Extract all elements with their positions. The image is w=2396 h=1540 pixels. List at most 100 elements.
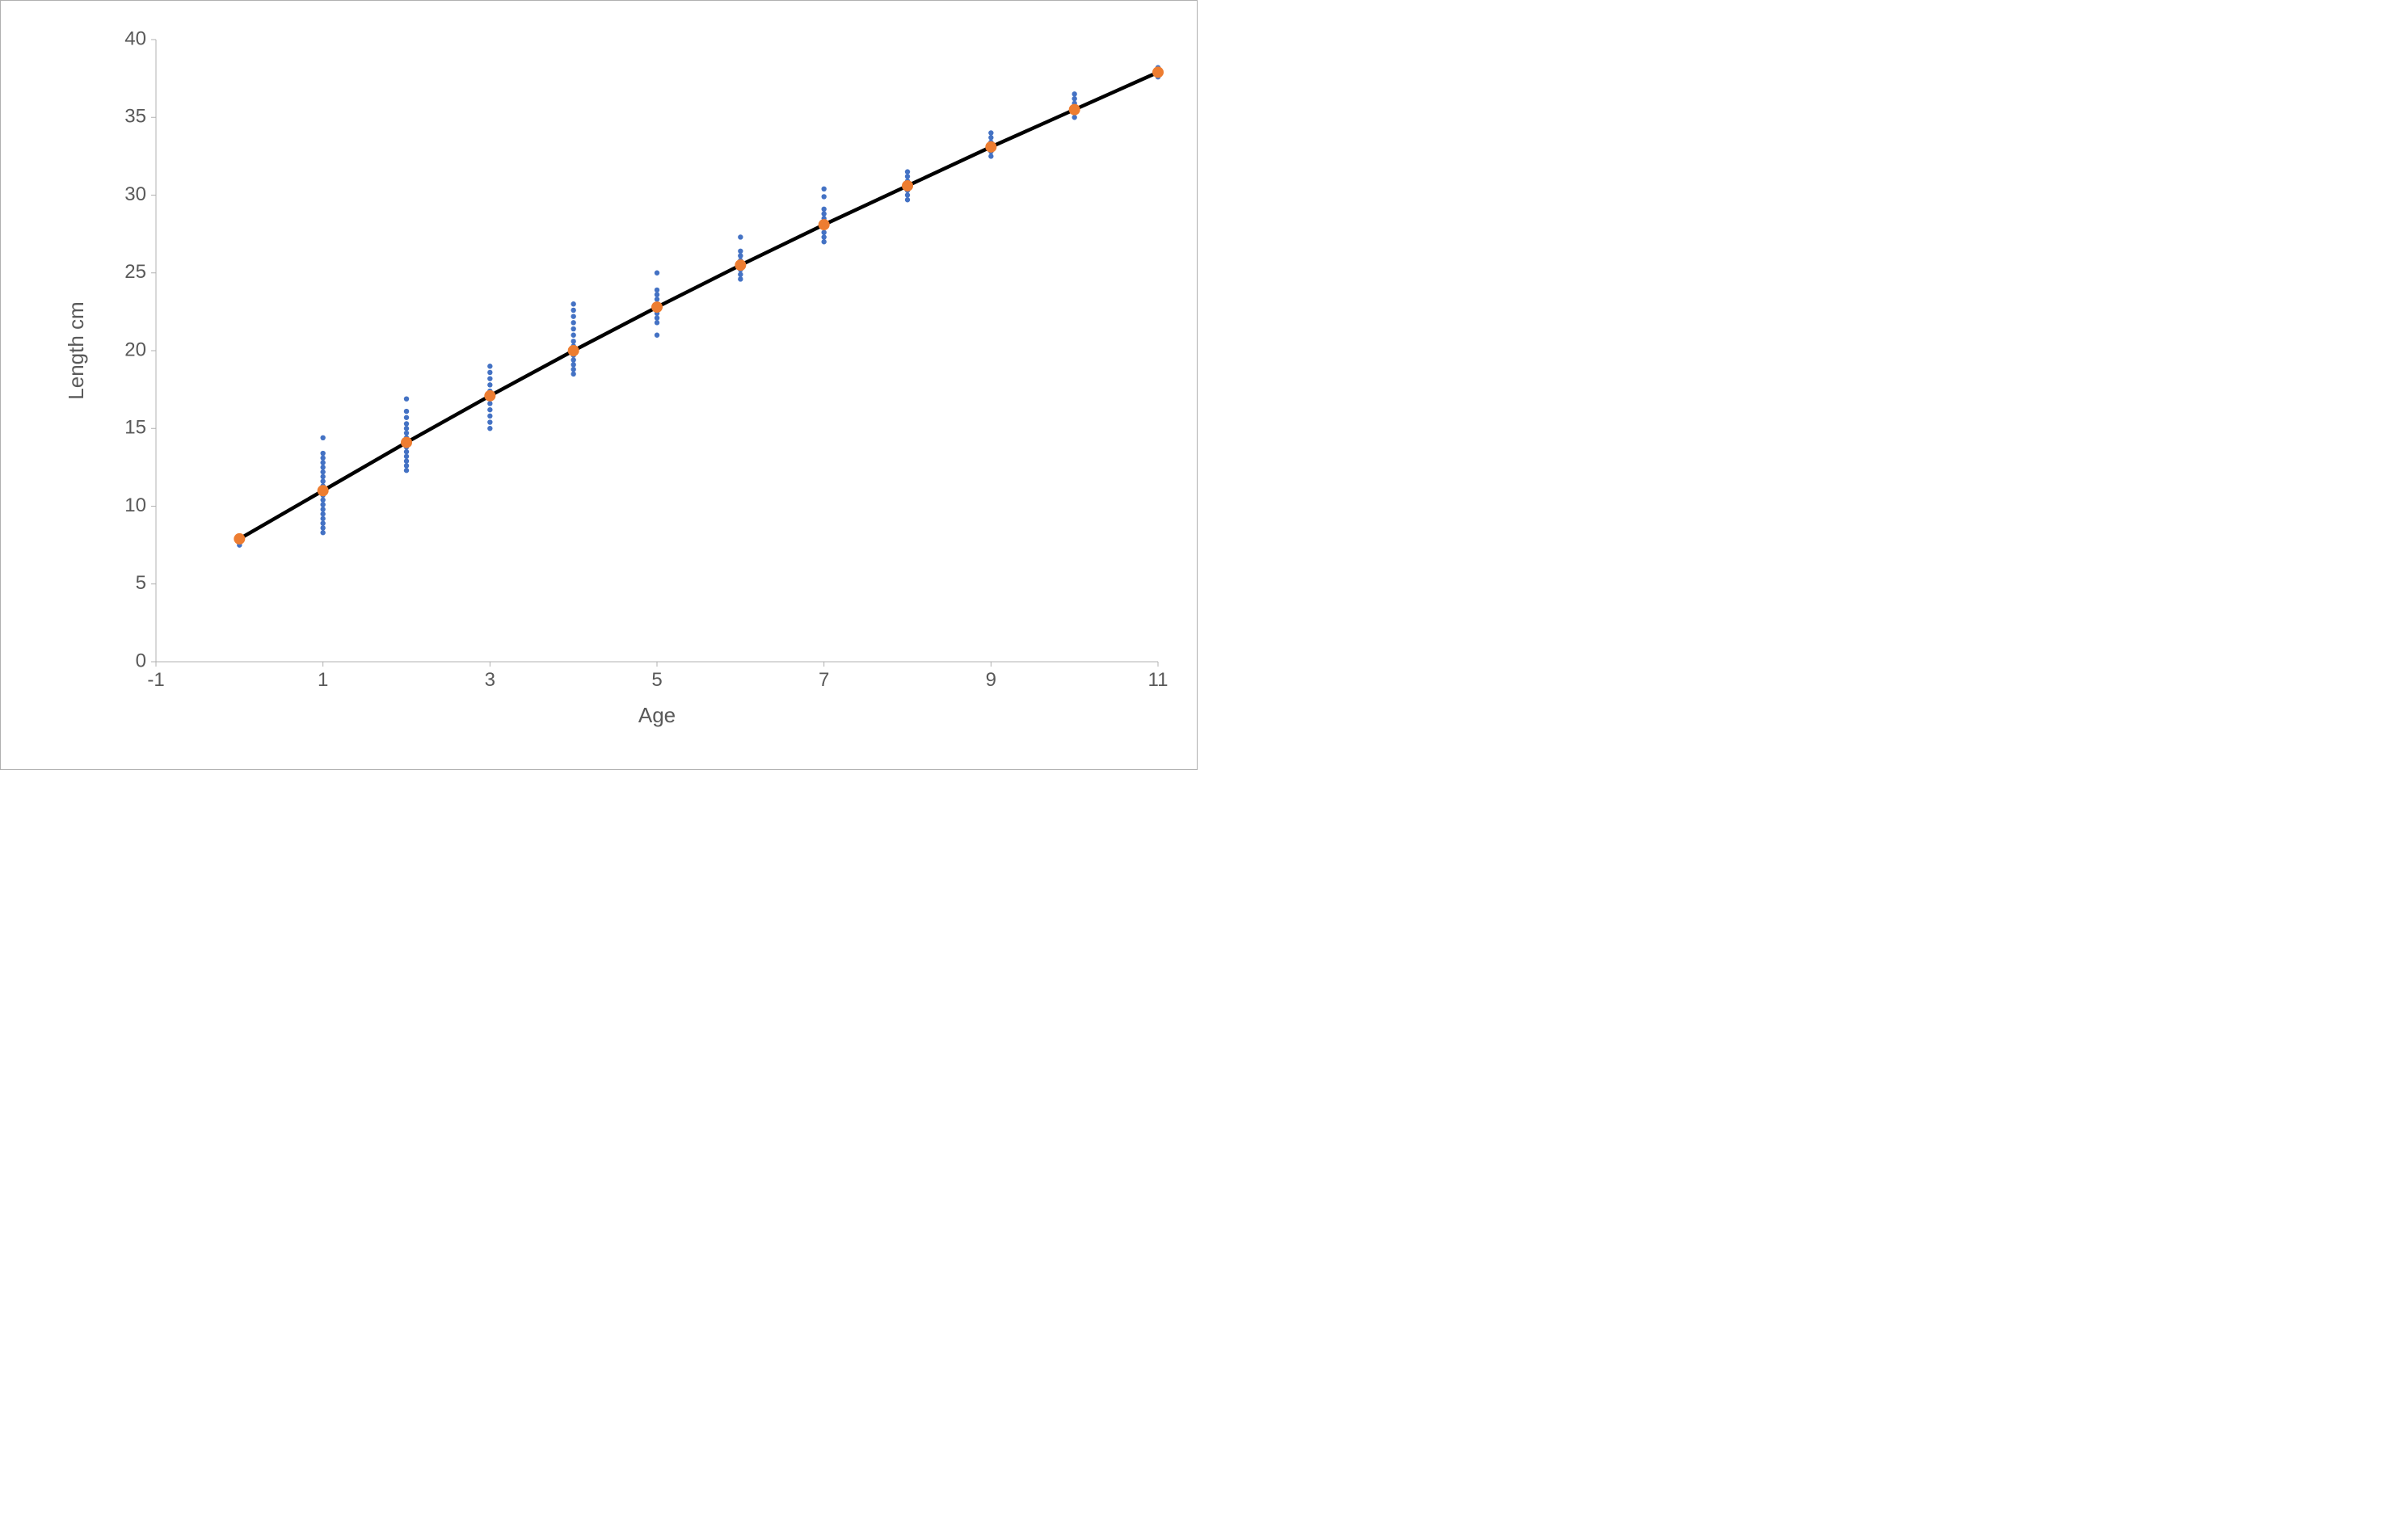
x-tick-label: 5	[651, 669, 662, 691]
scatter-point	[404, 431, 409, 435]
scatter-point	[404, 415, 409, 420]
scatter-point	[821, 187, 826, 191]
scatter-point	[988, 130, 993, 135]
scatter-point	[320, 525, 325, 530]
scatter-point	[905, 192, 910, 197]
scatter-point	[487, 364, 492, 368]
scatter-point	[487, 419, 492, 424]
scatter-point	[320, 460, 325, 465]
scatter-point	[1072, 115, 1076, 120]
y-tick-label: 30	[124, 183, 146, 205]
scatter-point	[571, 367, 575, 372]
scatter-point	[487, 426, 492, 431]
mean-marker	[1152, 66, 1164, 78]
scatter-point	[571, 326, 575, 331]
scatter-point	[905, 169, 910, 174]
scatter-point	[571, 313, 575, 318]
mean-marker	[234, 533, 245, 545]
mean-marker	[484, 390, 495, 402]
growth-chart: 0510152025303540-11357911AgeLength cm	[19, 15, 1181, 759]
mean-marker	[651, 301, 663, 313]
scatter-point	[320, 479, 325, 484]
scatter-point	[404, 458, 409, 463]
scatter-point	[1072, 96, 1076, 101]
mean-marker	[819, 219, 830, 230]
x-tick-label: -1	[147, 669, 164, 691]
scatter-point	[821, 207, 826, 212]
scatter-point	[320, 498, 325, 503]
x-tick-label: 1	[318, 669, 328, 691]
scatter-point	[487, 382, 492, 387]
scatter-point	[320, 516, 325, 521]
scatter-point	[320, 530, 325, 535]
scatter-point	[320, 474, 325, 479]
scatter-point	[320, 469, 325, 474]
scatter-point	[487, 370, 492, 375]
scatter-point	[1072, 91, 1076, 96]
y-tick-label: 5	[136, 572, 146, 594]
scatter-point	[320, 451, 325, 456]
mean-marker	[401, 437, 412, 448]
scatter-point	[655, 271, 659, 276]
scatter-point	[571, 308, 575, 313]
y-axis-label: Length cm	[64, 301, 88, 399]
y-tick-label: 10	[124, 494, 146, 516]
y-tick-label: 25	[124, 261, 146, 283]
scatter-point	[487, 414, 492, 419]
x-tick-label: 9	[986, 669, 996, 691]
scatter-point	[655, 297, 659, 301]
scatter-point	[404, 426, 409, 431]
scatter-point	[487, 401, 492, 406]
scatter-point	[404, 421, 409, 426]
fit-line	[239, 72, 1158, 539]
scatter-point	[821, 234, 826, 239]
scatter-point	[487, 407, 492, 412]
y-tick-label: 15	[124, 417, 146, 439]
scatter-point	[738, 276, 743, 281]
chart-border: 0510152025303540-11357911AgeLength cm	[0, 0, 1198, 770]
scatter-point	[655, 292, 659, 297]
y-tick-label: 20	[124, 339, 146, 360]
mean-marker	[985, 141, 996, 153]
scatter-point	[404, 463, 409, 468]
scatter-point	[821, 211, 826, 216]
scatter-point	[571, 362, 575, 367]
scatter-point	[571, 301, 575, 306]
scatter-point	[571, 357, 575, 362]
scatter-point	[988, 154, 993, 158]
scatter-point	[404, 409, 409, 414]
scatter-point	[738, 249, 743, 254]
scatter-point	[988, 135, 993, 140]
scatter-point	[821, 194, 826, 199]
y-tick-label: 40	[124, 27, 146, 49]
scatter-point	[655, 333, 659, 338]
scatter-point	[320, 456, 325, 461]
x-tick-label: 3	[485, 669, 495, 691]
scatter-point	[821, 230, 826, 235]
scatter-point	[404, 396, 409, 401]
scatter-point	[404, 468, 409, 473]
scatter-point	[404, 454, 409, 459]
mean-marker	[735, 259, 746, 271]
y-tick-label: 0	[136, 650, 146, 671]
scatter-point	[655, 320, 659, 325]
scatter-point	[320, 511, 325, 516]
scatter-point	[571, 372, 575, 377]
scatter-point	[571, 339, 575, 343]
scatter-point	[821, 239, 826, 244]
scatter-point	[404, 449, 409, 454]
scatter-point	[738, 271, 743, 276]
scatter-point	[487, 376, 492, 381]
mean-marker	[568, 345, 579, 356]
scatter-point	[655, 288, 659, 292]
scatter-point	[738, 253, 743, 258]
mean-marker	[318, 485, 329, 496]
scatter-point	[320, 502, 325, 507]
scatter-point	[320, 465, 325, 469]
mean-marker	[1069, 104, 1080, 116]
scatter-point	[571, 333, 575, 338]
mean-marker	[902, 180, 913, 191]
x-tick-label: 7	[819, 669, 829, 691]
x-axis-label: Age	[638, 703, 676, 727]
scatter-point	[571, 320, 575, 325]
